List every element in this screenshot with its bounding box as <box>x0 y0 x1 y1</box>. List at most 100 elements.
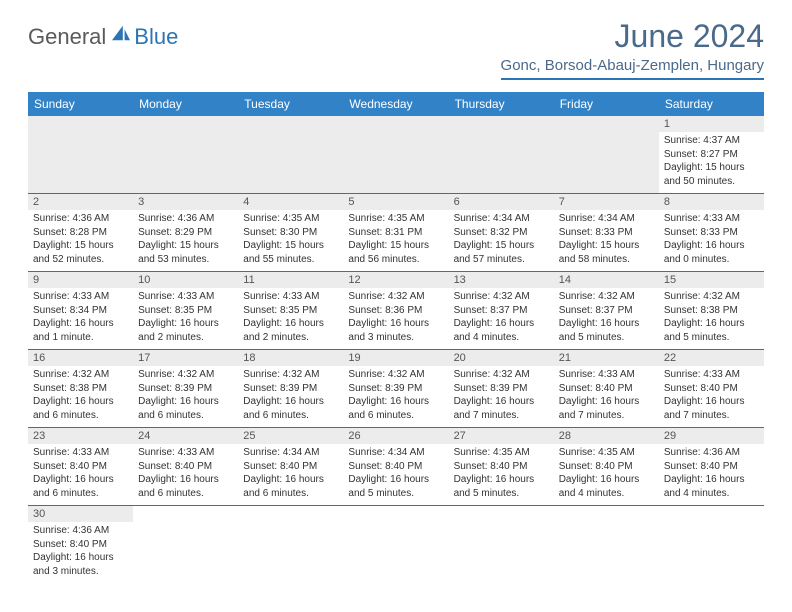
calendar-day-cell: 17Sunrise: 4:32 AMSunset: 8:39 PMDayligh… <box>133 350 238 428</box>
day-details: Sunrise: 4:32 AMSunset: 8:39 PMDaylight:… <box>243 368 338 422</box>
sunrise-text: Sunrise: 4:32 AM <box>664 290 759 304</box>
sunset-text: Sunset: 8:28 PM <box>33 226 128 240</box>
sunrise-text: Sunrise: 4:34 AM <box>348 446 443 460</box>
calendar-day-cell: 16Sunrise: 4:32 AMSunset: 8:38 PMDayligh… <box>28 350 133 428</box>
calendar-day-cell <box>449 506 554 584</box>
calendar-day-cell: 14 Sunrise: 4:32 AMSunset: 8:37 PMDayligh… <box>554 272 659 350</box>
sunrise-text: Sunrise: 4:32 AM <box>348 368 443 382</box>
day-details: Sunrise: 4:33 AMSunset: 8:34 PMDaylight:… <box>33 290 128 344</box>
sunset-text: Sunset: 8:35 PM <box>243 304 338 318</box>
day-number: 15 <box>659 272 764 288</box>
calendar-day-cell: 27Sunrise: 4:35 AMSunset: 8:40 PMDayligh… <box>449 428 554 506</box>
calendar-table: SundayMondayTuesdayWednesdayThursdayFrid… <box>28 92 764 583</box>
sunset-text: Sunset: 8:36 PM <box>348 304 443 318</box>
sunrise-text: Sunrise: 4:36 AM <box>664 446 759 460</box>
calendar-day-cell <box>133 116 238 194</box>
header: General Blue June 2024 Gonc, Borsod-Abau… <box>28 18 764 80</box>
day-number: 14 <box>554 272 659 288</box>
daylight-text: Daylight: 15 hours and 53 minutes. <box>138 239 233 266</box>
calendar-day-cell: 23Sunrise: 4:33 AMSunset: 8:40 PMDayligh… <box>28 428 133 506</box>
sunrise-text: Sunrise: 4:32 AM <box>559 290 654 304</box>
daylight-text: Daylight: 16 hours and 7 minutes. <box>559 395 654 422</box>
day-number: 17 <box>133 350 238 366</box>
day-details: Sunrise: 4:37 AMSunset: 8:27 PMDaylight:… <box>664 134 759 188</box>
day-number: 23 <box>28 428 133 444</box>
day-number: 8 <box>659 194 764 210</box>
calendar-day-cell: 3Sunrise: 4:36 AMSunset: 8:29 PMDaylight… <box>133 194 238 272</box>
sunset-text: Sunset: 8:40 PM <box>664 382 759 396</box>
calendar-day-cell: 18Sunrise: 4:32 AMSunset: 8:39 PMDayligh… <box>238 350 343 428</box>
day-number: 4 <box>238 194 343 210</box>
day-number: 29 <box>659 428 764 444</box>
day-details: Sunrise: 4:35 AMSunset: 8:30 PMDaylight:… <box>243 212 338 266</box>
daylight-text: Daylight: 16 hours and 7 minutes. <box>664 395 759 422</box>
calendar-day-cell <box>554 116 659 194</box>
month-title: June 2024 <box>501 18 764 55</box>
weekday-header: Monday <box>133 92 238 116</box>
location: Gonc, Borsod-Abauj-Zemplen, Hungary <box>501 57 764 80</box>
day-number: 22 <box>659 350 764 366</box>
calendar-day-cell: 28Sunrise: 4:35 AMSunset: 8:40 PMDayligh… <box>554 428 659 506</box>
day-details: Sunrise: 4:36 AMSunset: 8:40 PMDaylight:… <box>33 524 128 578</box>
daylight-text: Daylight: 16 hours and 6 minutes. <box>33 473 128 500</box>
day-details: Sunrise: 4:32 AMSunset: 8:38 PMDaylight:… <box>664 290 759 344</box>
day-number: 1 <box>659 116 764 132</box>
calendar-day-cell: 15 Sunrise: 4:32 AMSunset: 8:38 PMDayligh… <box>659 272 764 350</box>
sunrise-text: Sunrise: 4:36 AM <box>33 212 128 226</box>
daylight-text: Daylight: 16 hours and 1 minute. <box>33 317 128 344</box>
day-details: Sunrise: 4:32 AMSunset: 8:39 PMDaylight:… <box>454 368 549 422</box>
day-number: 28 <box>554 428 659 444</box>
day-details: Sunrise: 4:36 AMSunset: 8:40 PMDaylight:… <box>664 446 759 500</box>
calendar-day-cell: 24Sunrise: 4:33 AMSunset: 8:40 PMDayligh… <box>133 428 238 506</box>
day-number: 10 <box>133 272 238 288</box>
calendar-day-cell: 4 Sunrise: 4:35 AMSunset: 8:30 PMDaylight… <box>238 194 343 272</box>
day-details: Sunrise: 4:33 AMSunset: 8:40 PMDaylight:… <box>559 368 654 422</box>
calendar-day-cell: 30 Sunrise: 4:36 AMSunset: 8:40 PMDayligh… <box>28 506 133 584</box>
daylight-text: Daylight: 16 hours and 6 minutes. <box>243 473 338 500</box>
sunrise-text: Sunrise: 4:34 AM <box>559 212 654 226</box>
daylight-text: Daylight: 15 hours and 55 minutes. <box>243 239 338 266</box>
sunrise-text: Sunrise: 4:32 AM <box>454 290 549 304</box>
daylight-text: Daylight: 16 hours and 6 minutes. <box>138 395 233 422</box>
weekday-header: Wednesday <box>343 92 448 116</box>
sunset-text: Sunset: 8:38 PM <box>33 382 128 396</box>
daylight-text: Daylight: 16 hours and 5 minutes. <box>454 473 549 500</box>
day-details: Sunrise: 4:33 AMSunset: 8:33 PMDaylight:… <box>664 212 759 266</box>
day-number: 11 <box>238 272 343 288</box>
sunset-text: Sunset: 8:40 PM <box>664 460 759 474</box>
sunset-text: Sunset: 8:37 PM <box>559 304 654 318</box>
calendar-day-cell: 5Sunrise: 4:35 AMSunset: 8:31 PMDaylight… <box>343 194 448 272</box>
day-number: 19 <box>343 350 448 366</box>
calendar-week-row: 2Sunrise: 4:36 AMSunset: 8:28 PMDaylight… <box>28 194 764 272</box>
sunrise-text: Sunrise: 4:34 AM <box>454 212 549 226</box>
calendar-day-cell: 7Sunrise: 4:34 AMSunset: 8:33 PMDaylight… <box>554 194 659 272</box>
day-number: 30 <box>28 506 133 522</box>
calendar-day-cell: 25 Sunrise: 4:34 AMSunset: 8:40 PMDayligh… <box>238 428 343 506</box>
sunset-text: Sunset: 8:27 PM <box>664 148 759 162</box>
day-number: 25 <box>238 428 343 444</box>
sunset-text: Sunset: 8:32 PM <box>454 226 549 240</box>
day-number: 13 <box>449 272 554 288</box>
sunset-text: Sunset: 8:40 PM <box>33 460 128 474</box>
day-details: Sunrise: 4:33 AMSunset: 8:40 PMDaylight:… <box>664 368 759 422</box>
day-details: Sunrise: 4:32 AMSunset: 8:36 PMDaylight:… <box>348 290 443 344</box>
sunrise-text: Sunrise: 4:34 AM <box>243 446 338 460</box>
day-details: Sunrise: 4:35 AMSunset: 8:31 PMDaylight:… <box>348 212 443 266</box>
sunrise-text: Sunrise: 4:33 AM <box>664 212 759 226</box>
day-details: Sunrise: 4:36 AMSunset: 8:28 PMDaylight:… <box>33 212 128 266</box>
sunset-text: Sunset: 8:37 PM <box>454 304 549 318</box>
calendar-week-row: 30 Sunrise: 4:36 AMSunset: 8:40 PMDayligh… <box>28 506 764 584</box>
day-number: 26 <box>343 428 448 444</box>
day-number: 20 <box>449 350 554 366</box>
calendar-day-cell: 9Sunrise: 4:33 AMSunset: 8:34 PMDaylight… <box>28 272 133 350</box>
daylight-text: Daylight: 16 hours and 0 minutes. <box>664 239 759 266</box>
day-number: 6 <box>449 194 554 210</box>
sunset-text: Sunset: 8:40 PM <box>138 460 233 474</box>
logo: General Blue <box>28 24 178 50</box>
day-details: Sunrise: 4:32 AMSunset: 8:37 PMDaylight:… <box>559 290 654 344</box>
logo-text-general: General <box>28 24 106 50</box>
daylight-text: Daylight: 16 hours and 6 minutes. <box>138 473 233 500</box>
sunset-text: Sunset: 8:39 PM <box>138 382 233 396</box>
day-details: Sunrise: 4:34 AMSunset: 8:40 PMDaylight:… <box>243 446 338 500</box>
sunset-text: Sunset: 8:40 PM <box>559 460 654 474</box>
